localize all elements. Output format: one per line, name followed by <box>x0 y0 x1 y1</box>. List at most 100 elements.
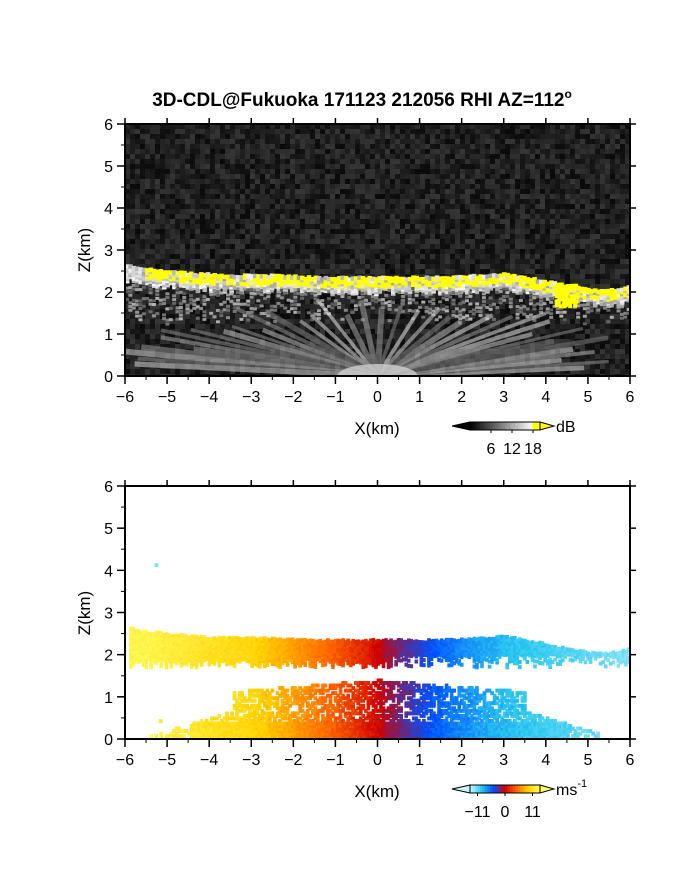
intensity-cell <box>570 319 575 324</box>
intensity-cell <box>195 234 200 239</box>
intensity-cell <box>455 204 460 209</box>
intensity-cell <box>475 144 480 149</box>
intensity-cell <box>350 254 355 259</box>
intensity-cell <box>295 319 300 324</box>
intensity-cell <box>415 189 420 194</box>
intensity-cell <box>465 159 470 164</box>
intensity-cell <box>500 204 505 209</box>
intensity-cell <box>125 189 130 194</box>
intensity-cell <box>565 334 570 339</box>
intensity-cell <box>450 139 455 144</box>
intensity-cell <box>435 234 440 239</box>
intensity-cell <box>230 179 235 184</box>
intensity-cell <box>415 304 420 309</box>
intensity-cell <box>235 244 240 249</box>
intensity-cell <box>160 144 165 149</box>
intensity-cell <box>180 144 185 149</box>
intensity-cell <box>435 139 440 144</box>
intensity-cell <box>230 129 235 134</box>
intensity-cell <box>450 189 455 194</box>
intensity-cell <box>585 224 590 229</box>
intensity-cell <box>245 159 250 164</box>
intensity-cell <box>185 229 190 234</box>
intensity-cell <box>530 244 535 249</box>
intensity-cell <box>420 274 425 279</box>
intensity-cell <box>320 199 325 204</box>
intensity-cell <box>175 334 180 339</box>
intensity-cell <box>190 264 195 269</box>
intensity-cell <box>510 184 515 189</box>
intensity-cell <box>300 169 305 174</box>
intensity-cell <box>355 214 360 219</box>
intensity-cell <box>195 169 200 174</box>
intensity-cell <box>520 174 525 179</box>
intensity-cell <box>290 249 295 254</box>
intensity-cell <box>455 134 460 139</box>
intensity-cell <box>225 194 230 199</box>
intensity-cell <box>320 169 325 174</box>
intensity-cell <box>475 264 480 269</box>
intensity-cell <box>215 204 220 209</box>
intensity-cell <box>125 204 130 209</box>
intensity-cell <box>140 239 145 244</box>
intensity-cell <box>400 169 405 174</box>
intensity-cell <box>255 129 260 134</box>
intensity-cell <box>440 154 445 159</box>
intensity-cell <box>395 309 400 314</box>
intensity-cell <box>415 239 420 244</box>
intensity-cell <box>350 159 355 164</box>
intensity-cell <box>305 259 310 264</box>
intensity-cell <box>195 249 200 254</box>
intensity-cell <box>130 184 135 189</box>
intensity-cell <box>295 154 300 159</box>
intensity-cell <box>195 184 200 189</box>
intensity-cell <box>500 154 505 159</box>
intensity-cell <box>275 134 280 139</box>
intensity-cell <box>315 139 320 144</box>
intensity-cell <box>585 184 590 189</box>
intensity-cell <box>310 124 315 129</box>
intensity-cell <box>360 324 365 329</box>
intensity-cell <box>420 209 425 214</box>
intensity-cell <box>595 184 600 189</box>
intensity-cell <box>560 274 565 279</box>
intensity-cell <box>490 174 495 179</box>
intensity-cell <box>540 134 545 139</box>
intensity-cell <box>390 244 395 249</box>
intensity-cell <box>370 314 375 319</box>
intensity-cell <box>230 314 235 319</box>
intensity-cell <box>195 339 200 344</box>
intensity-cell <box>440 239 445 244</box>
intensity-cell <box>460 304 465 309</box>
intensity-cell <box>220 224 225 229</box>
intensity-cell <box>235 179 240 184</box>
intensity-cell <box>480 169 485 174</box>
intensity-cell <box>220 229 225 234</box>
intensity-cell <box>380 149 385 154</box>
intensity-cell <box>210 294 215 299</box>
intensity-cell <box>545 229 550 234</box>
intensity-cell <box>605 234 610 239</box>
intensity-cell <box>315 204 320 209</box>
intensity-cell <box>430 204 435 209</box>
intensity-cell <box>610 214 615 219</box>
intensity-cell <box>480 144 485 149</box>
intensity-cell <box>305 194 310 199</box>
intensity-cell <box>125 224 130 229</box>
intensity-cell <box>270 299 275 304</box>
intensity-cell <box>580 139 585 144</box>
intensity-cell <box>275 239 280 244</box>
intensity-cell <box>380 164 385 169</box>
intensity-cell <box>180 239 185 244</box>
intensity-cell <box>350 179 355 184</box>
intensity-cell <box>135 289 140 294</box>
intensity-cell <box>560 334 565 339</box>
intensity-cell <box>430 214 435 219</box>
intensity-cell <box>330 149 335 154</box>
intensity-cell <box>495 314 500 319</box>
intensity-cell <box>125 219 130 224</box>
intensity-cell <box>355 179 360 184</box>
intensity-cell <box>425 174 430 179</box>
intensity-cell <box>155 369 160 374</box>
intensity-cell <box>200 269 205 274</box>
